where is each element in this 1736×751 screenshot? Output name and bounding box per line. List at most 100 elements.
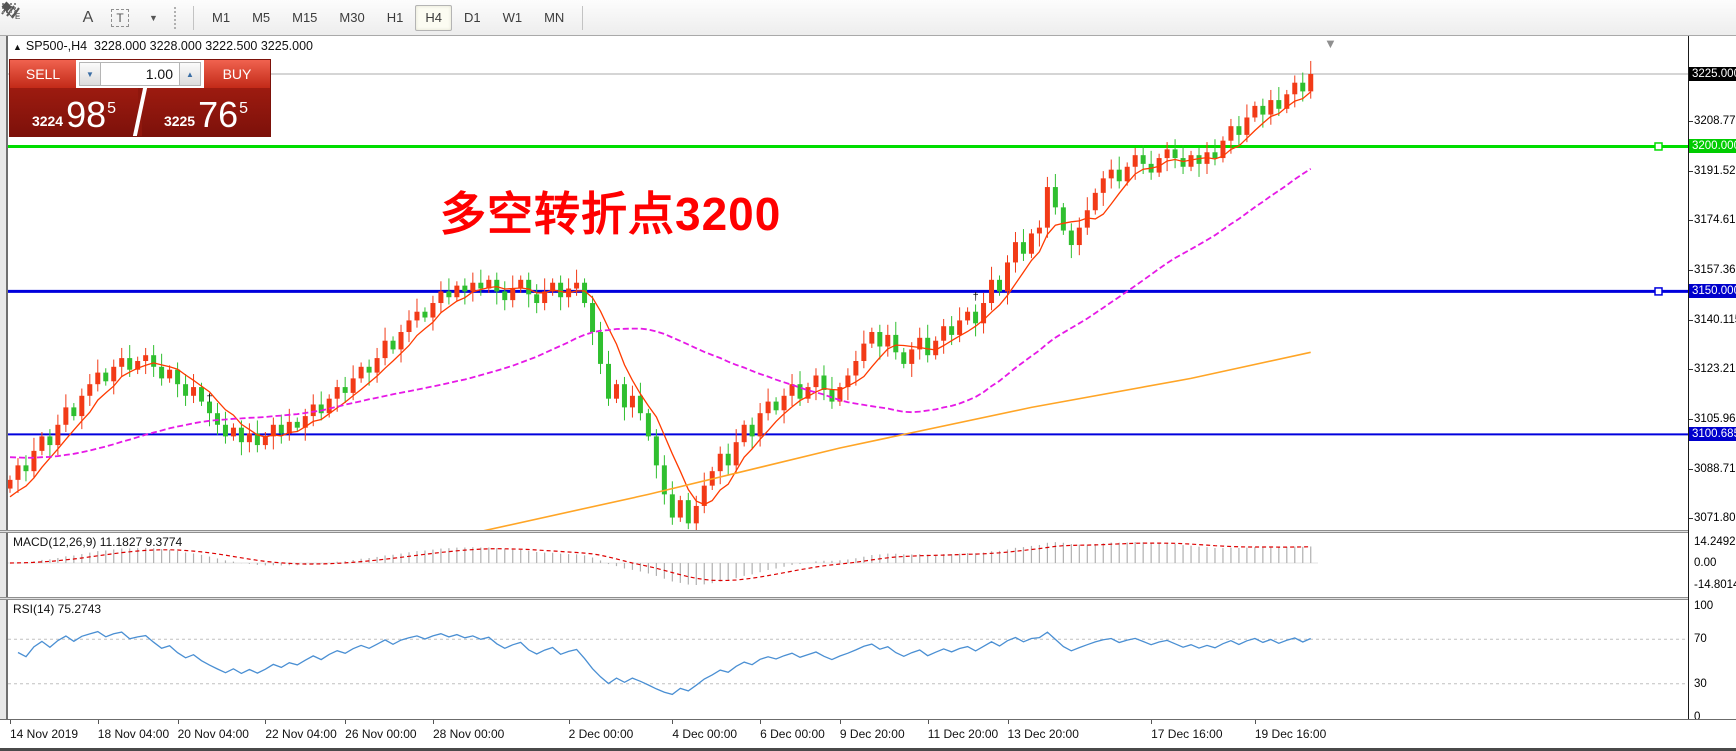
chevron-down-icon: ▼ [149, 12, 158, 23]
price-axis-label: 3105.960 [1694, 413, 1736, 426]
pane-splitter[interactable] [0, 597, 1736, 600]
buy-price-display[interactable]: 3225 76 5 [142, 88, 270, 136]
volume-increase-button[interactable]: ▲ [179, 62, 201, 86]
toolbar-grip[interactable] [174, 6, 180, 29]
macd-axis-label: 14.2492 [1694, 536, 1736, 548]
time-axis-tick [432, 720, 434, 724]
rsi-chart [8, 630, 1688, 696]
price-axis-label: 3157.365 [1694, 264, 1736, 277]
rsi-axis-label: 0 [1694, 711, 1701, 723]
time-axis-tick [1254, 720, 1256, 724]
timeframe-button-w1[interactable]: W1 [502, 10, 523, 25]
time-axis[interactable]: 14 Nov 2019 18 Nov 04:00 20 Nov 04:00 22 No… [0, 719, 1736, 748]
price-axis-label: 3123.210 [1694, 363, 1736, 376]
time-axis-tick [10, 720, 11, 724]
price-axis-label: 3208.770 [1694, 115, 1736, 128]
one-click-trade-panel: SELL ▼ 1.00 ▲ BUY 3224 98 5 3225 76 5 [10, 60, 270, 136]
timeframe-button-m15[interactable]: M15 [292, 10, 318, 25]
volume-decrease-button[interactable]: ▼ [79, 62, 101, 86]
timeframe-button-m5[interactable]: M5 [252, 10, 271, 25]
toolbar-separator [193, 5, 194, 30]
text-box-icon[interactable]: T [106, 5, 134, 31]
time-axis-tick [672, 720, 674, 724]
price-axis-tick [1689, 171, 1693, 173]
rsi-axis-label: 100 [1694, 600, 1714, 612]
svg-text:†: † [207, 393, 213, 405]
price-axis-tick [1689, 369, 1693, 371]
price-axis-label: 3200.000 [1689, 139, 1736, 154]
rsi-indicator-pane[interactable]: RSI(14) 75.2743 [8, 600, 1688, 719]
buy-price-pip: 5 [239, 100, 249, 117]
ohlc-values: 3228.000 3228.000 3222.500 3225.000 [94, 39, 313, 53]
time-axis-tick [177, 720, 179, 724]
candlestick-chart[interactable]: †† [8, 36, 1688, 530]
macd-axis-label: -14.8014 [1694, 579, 1736, 591]
buy-price-prefix: 3225 [163, 113, 196, 129]
time-axis-tick [568, 720, 570, 724]
price-axis-label: 3088.710 [1694, 463, 1736, 476]
price-axis-label: 3140.115 [1694, 314, 1736, 327]
volume-input[interactable]: 1.00 [101, 62, 179, 86]
time-axis-label: 20 Nov 04:00 [177, 727, 249, 741]
sell-price-prefix: 3224 [31, 113, 64, 129]
chart-header: ▲ SP500-,H4 3228.000 3228.000 3222.500 32… [13, 39, 313, 53]
timeframe-button-h4[interactable]: H4 [415, 4, 452, 31]
time-axis-tick [1007, 720, 1009, 724]
window-left-frame [0, 36, 8, 748]
pane-splitter[interactable] [0, 530, 1736, 533]
price-chart-pane[interactable]: † † ▲ SP500-,H4 3228.000 3228.000 3222.500… [8, 36, 1688, 530]
price-axis-label: 3100.685 [1689, 427, 1736, 442]
price-axis-tick [1689, 419, 1693, 421]
toolbar-separator [582, 5, 584, 30]
sell-button[interactable]: SELL [10, 60, 76, 88]
rsi-axis-label: 70 [1694, 633, 1707, 646]
macd-axis-label: 0.00 [1694, 557, 1717, 569]
price-axis-tick [1689, 270, 1693, 272]
price-axis-tick [1689, 121, 1693, 123]
time-axis-label: 26 Nov 00:00 [345, 727, 417, 741]
collapse-triangle-icon[interactable]: ▲ [13, 42, 22, 52]
text-label-icon[interactable]: A [82, 8, 94, 26]
sell-price-pip: 5 [107, 100, 117, 117]
time-axis-label: 9 Dec 20:00 [839, 727, 905, 741]
time-axis-label: 4 Dec 00:00 [672, 727, 738, 741]
sell-price-display[interactable]: 3224 98 5 [10, 88, 138, 136]
time-axis-label: 2 Dec 00:00 [568, 727, 634, 741]
rsi-axis-label: 30 [1694, 677, 1707, 690]
time-axis-label: 28 Nov 00:00 [432, 727, 505, 741]
timeframe-button-h1[interactable]: H1 [386, 10, 404, 25]
time-axis-tick [760, 720, 762, 724]
svg-text:†: † [973, 291, 979, 303]
buy-price-main: 76 [198, 94, 239, 135]
price-axis-tick [1689, 220, 1693, 222]
color-swap-icon[interactable]: ▼ [1, 1, 166, 31]
sell-price-main: 98 [66, 94, 107, 135]
macd-chart [8, 542, 1318, 585]
time-axis-label: 14 Nov 2019 [10, 727, 79, 741]
time-axis-tick [265, 720, 267, 724]
time-axis-label: 19 Dec 16:00 [1254, 727, 1327, 741]
price-axis-tick [1689, 518, 1693, 520]
macd-indicator-pane[interactable]: MACD(12,26,9) 11.1827 9.3774 [8, 533, 1688, 597]
time-axis-label: 17 Dec 16:00 [1151, 727, 1223, 741]
timeframe-button-d1[interactable]: D1 [463, 10, 481, 25]
time-axis-tick [345, 720, 347, 724]
chart-shift-marker-icon[interactable]: ▼ [1324, 36, 1337, 51]
price-axis-label: 3191.520 [1694, 165, 1736, 178]
time-axis-tick [839, 720, 841, 724]
grid-pattern-icon[interactable]: F [2, 3, 70, 31]
buy-button[interactable]: BUY [204, 60, 270, 88]
time-axis-label: 18 Nov 04:00 [97, 727, 170, 741]
timeframe-button-group: M1 M5 M15 M30 H1 H4 D1 W1 MN [201, 4, 575, 31]
price-axis-label: 3225.000 [1689, 67, 1736, 81]
svg-text:F: F [15, 12, 20, 20]
time-axis-tick [927, 720, 929, 724]
timeframe-button-m30[interactable]: M30 [339, 10, 365, 25]
timeframe-button-mn[interactable]: MN [544, 10, 565, 25]
timeframe-button-m1[interactable]: M1 [212, 10, 231, 25]
price-axis[interactable]: 3225.000 3208.770 3200.000 3191.520 3174.615… [1688, 36, 1736, 723]
volume-stepper: ▼ 1.00 ▲ [79, 62, 201, 86]
time-axis-label: 22 Nov 04:00 [265, 727, 337, 741]
chart-text-annotation: 多空转折点3200 [440, 188, 782, 240]
rsi-label: RSI(14) 75.2743 [13, 602, 102, 616]
